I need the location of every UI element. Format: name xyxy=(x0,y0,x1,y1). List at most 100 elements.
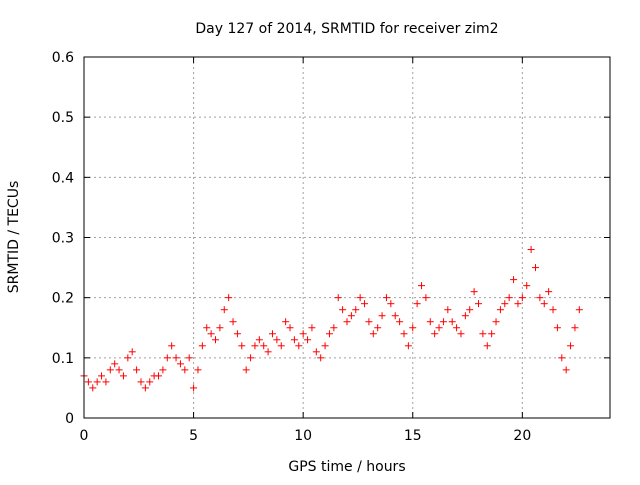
data-point xyxy=(422,294,430,302)
data-point xyxy=(299,330,307,338)
data-point xyxy=(387,300,395,308)
data-point xyxy=(347,312,355,320)
data-point xyxy=(339,306,347,314)
data-point xyxy=(282,318,290,326)
data-point xyxy=(168,342,176,350)
y-tick-label: 0 xyxy=(65,411,74,427)
data-point xyxy=(439,318,447,326)
y-tick-label: 0.1 xyxy=(52,351,74,367)
x-tick-label: 10 xyxy=(294,428,312,444)
x-tick-label: 15 xyxy=(404,428,422,444)
data-point xyxy=(382,294,390,302)
data-point xyxy=(190,384,198,392)
data-point xyxy=(536,294,544,302)
data-point xyxy=(176,360,184,368)
data-point xyxy=(295,342,303,350)
data-point xyxy=(264,348,272,356)
data-point xyxy=(470,288,478,296)
data-point xyxy=(457,330,465,338)
x-axis-label: GPS time / hours xyxy=(288,459,405,475)
data-point xyxy=(488,330,496,338)
data-point xyxy=(260,342,268,350)
data-point xyxy=(575,306,583,314)
data-point xyxy=(409,324,417,332)
data-point xyxy=(391,312,399,320)
y-axis-label: SRMTID / TECUs xyxy=(6,181,22,294)
data-point xyxy=(545,288,553,296)
data-point xyxy=(312,348,320,356)
data-point xyxy=(352,306,360,314)
data-point xyxy=(325,330,333,338)
data-point xyxy=(567,342,575,350)
data-point xyxy=(404,342,412,350)
data-point xyxy=(510,276,518,284)
y-tick-label: 0.6 xyxy=(52,50,74,66)
data-point xyxy=(98,372,106,380)
data-point xyxy=(247,354,255,362)
data-point xyxy=(159,366,167,374)
data-point xyxy=(198,342,206,350)
data-point xyxy=(518,294,526,302)
data-point xyxy=(290,336,298,344)
data-point xyxy=(124,354,132,362)
data-point xyxy=(216,324,224,332)
data-point xyxy=(496,306,504,314)
plot-background xyxy=(84,57,610,418)
data-point xyxy=(163,354,171,362)
data-point xyxy=(242,366,250,374)
data-point xyxy=(418,282,426,290)
y-tick-label: 0.5 xyxy=(52,110,74,126)
data-point xyxy=(369,330,377,338)
data-point xyxy=(492,318,500,326)
data-point xyxy=(277,342,285,350)
data-point xyxy=(571,324,579,332)
data-point xyxy=(361,300,369,308)
y-tick-label: 0.4 xyxy=(52,170,74,186)
data-point xyxy=(562,366,570,374)
data-point xyxy=(343,318,351,326)
data-point xyxy=(238,342,246,350)
data-point xyxy=(531,264,539,272)
data-point xyxy=(304,336,312,344)
data-point xyxy=(514,300,522,308)
chart-title: Day 127 of 2014, SRMTID for receiver zim… xyxy=(195,21,498,37)
data-point xyxy=(185,354,193,362)
data-point xyxy=(273,336,281,344)
data-point xyxy=(137,378,145,386)
data-point xyxy=(251,342,259,350)
y-tick-label: 0.2 xyxy=(52,291,74,307)
data-point xyxy=(330,324,338,332)
data-point xyxy=(505,294,513,302)
data-point xyxy=(483,342,491,350)
axis-ticks: 0 0.1 0.2 0.3 0.4 0.5 0.6 0 5 10 15 20 xyxy=(52,50,610,444)
data-point xyxy=(155,372,163,380)
data-point xyxy=(453,324,461,332)
data-point xyxy=(225,294,233,302)
data-point xyxy=(501,300,509,308)
data-point xyxy=(365,318,373,326)
data-point xyxy=(128,348,136,356)
data-point xyxy=(93,378,101,386)
data-point xyxy=(374,324,382,332)
data-point xyxy=(268,330,276,338)
data-point xyxy=(286,324,294,332)
data-point xyxy=(141,384,149,392)
data-point xyxy=(106,366,114,374)
data-point xyxy=(133,366,141,374)
data-point xyxy=(426,318,434,326)
data-point xyxy=(396,318,404,326)
data-point xyxy=(203,324,211,332)
data-point xyxy=(111,360,119,368)
data-point xyxy=(356,294,364,302)
data-points xyxy=(80,246,583,392)
data-point xyxy=(220,306,228,314)
data-point xyxy=(461,312,469,320)
data-point xyxy=(146,378,154,386)
x-tick-label: 0 xyxy=(80,428,89,444)
data-point xyxy=(255,336,263,344)
data-point xyxy=(207,330,215,338)
data-point xyxy=(334,294,342,302)
data-point xyxy=(448,318,456,326)
